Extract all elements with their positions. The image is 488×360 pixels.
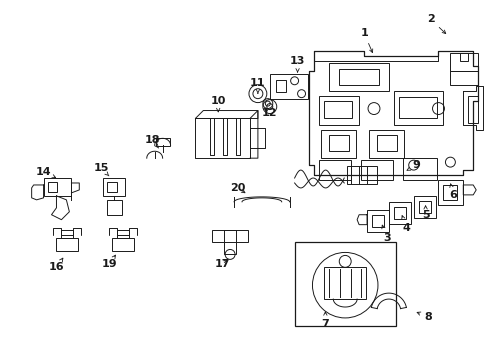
Bar — [117, 230, 129, 238]
Text: 13: 13 — [289, 56, 305, 72]
Text: 2: 2 — [426, 14, 445, 33]
Bar — [449, 71, 477, 85]
Text: 20: 20 — [230, 183, 245, 193]
Bar — [443, 185, 456, 200]
Bar — [328, 135, 348, 151]
Bar — [449, 53, 477, 71]
Text: 1: 1 — [360, 28, 372, 53]
Text: 19: 19 — [101, 255, 117, 269]
Text: 6: 6 — [448, 184, 456, 200]
Bar — [107, 200, 122, 215]
Bar — [56, 238, 78, 251]
Bar — [393, 207, 405, 219]
Text: 10: 10 — [210, 96, 225, 112]
Bar — [275, 80, 285, 92]
Bar — [112, 238, 134, 251]
Text: 3: 3 — [381, 225, 390, 243]
Bar — [324, 100, 351, 118]
Text: 14: 14 — [36, 167, 56, 178]
Bar — [155, 138, 169, 146]
Bar — [368, 130, 403, 158]
Bar — [103, 178, 124, 196]
Bar — [61, 230, 73, 238]
Text: 4: 4 — [401, 216, 410, 233]
Bar — [366, 210, 388, 231]
Bar — [43, 178, 71, 196]
Text: 18: 18 — [144, 135, 160, 148]
Text: 17: 17 — [214, 259, 229, 269]
Bar — [319, 96, 358, 125]
Text: 12: 12 — [262, 108, 277, 117]
Bar — [468, 96, 477, 123]
Bar — [328, 63, 388, 91]
Bar — [294, 242, 395, 326]
Bar — [376, 135, 396, 151]
Bar — [47, 182, 57, 192]
Text: 9: 9 — [406, 160, 420, 170]
Bar — [402, 158, 437, 180]
Text: 7: 7 — [321, 312, 328, 329]
Bar — [339, 69, 378, 85]
Bar — [360, 160, 392, 180]
Text: 16: 16 — [48, 258, 64, 272]
Bar — [319, 160, 350, 180]
Bar — [321, 130, 355, 158]
Bar — [269, 74, 307, 99]
Bar — [371, 215, 383, 227]
Bar — [438, 180, 462, 205]
Bar — [418, 201, 429, 213]
Text: 8: 8 — [416, 312, 431, 322]
Text: 11: 11 — [250, 78, 265, 93]
Bar — [107, 182, 117, 192]
Text: 5: 5 — [421, 206, 428, 220]
Bar — [393, 91, 443, 125]
Bar — [413, 196, 435, 218]
Bar — [324, 267, 366, 299]
Bar — [398, 96, 436, 118]
Text: 15: 15 — [93, 163, 109, 176]
Bar — [459, 53, 468, 61]
Bar — [346, 166, 376, 184]
Bar — [212, 230, 247, 242]
Bar — [224, 230, 236, 255]
Bar — [388, 202, 410, 224]
